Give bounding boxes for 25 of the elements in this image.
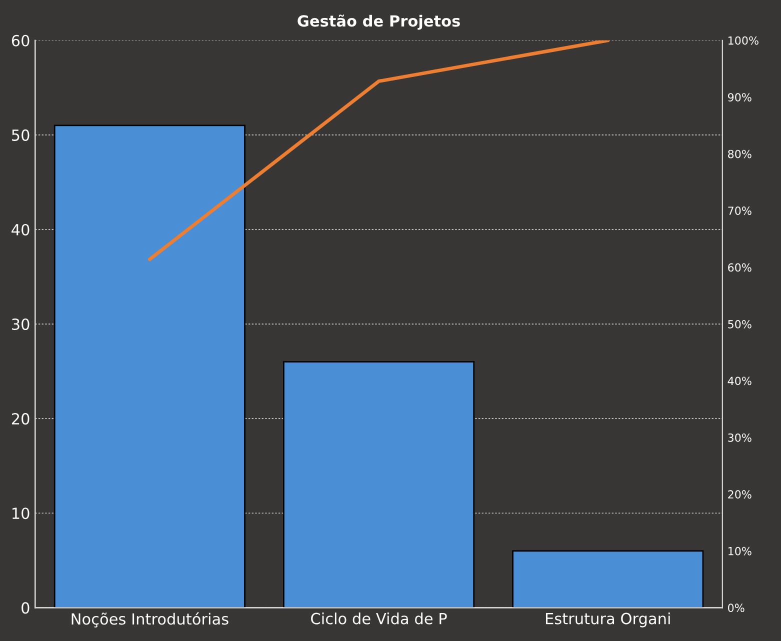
- y-tick-label: 40: [12, 224, 30, 236]
- y2-tick-label: 20%: [728, 490, 752, 499]
- y-tick-label: 0: [22, 602, 30, 614]
- y2-tick-label: 70%: [728, 206, 752, 215]
- chart-title: Gestão de Projetos: [298, 14, 460, 30]
- y-tick-label: 60: [12, 34, 30, 46]
- y-tick-label: 30: [12, 318, 30, 330]
- x-tick-label: Ciclo de Vida de P: [311, 612, 447, 624]
- y2-tick-label: 30%: [728, 433, 752, 442]
- y2-tick-label: 50%: [728, 320, 752, 328]
- y2-tick-label: 90%: [728, 93, 752, 102]
- y2-tick-label: 0%: [728, 604, 744, 612]
- bar: [54, 124, 246, 608]
- y-tick-label: 20: [12, 413, 30, 425]
- y2-tick-label: 80%: [728, 150, 752, 158]
- x-tick-label: Estrutura Organi: [546, 612, 670, 628]
- y2-tick-label: 60%: [728, 263, 752, 272]
- y2-tick-label: 10%: [728, 546, 752, 556]
- y-tick-label: 10: [12, 508, 30, 520]
- y2-tick-label: 40%: [728, 376, 752, 386]
- y2-tick-label: 100%: [728, 36, 758, 45]
- x-tick-label: Noções Introdutórias: [72, 612, 228, 628]
- bar: [283, 361, 475, 608]
- y-tick-label: 50: [12, 129, 30, 141]
- bar: [512, 550, 704, 608]
